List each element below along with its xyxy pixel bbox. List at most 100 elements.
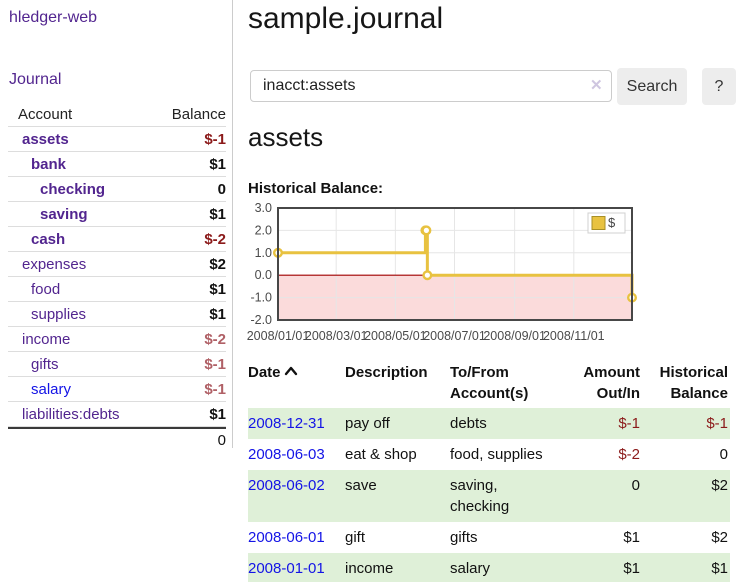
sidebar-item-journal[interactable]: Journal [9, 71, 62, 88]
date-link[interactable]: 2008-06-01 [248, 529, 325, 546]
y-tick-label: 2.0 [255, 223, 272, 237]
sidebar-account-bank[interactable]: bank [31, 156, 67, 173]
account-balance: $1 [209, 156, 226, 173]
x-tick-label: 2008/09/01 [483, 329, 546, 343]
account-row: cash $-2 [8, 227, 226, 252]
table-row[interactable]: 2008-12-31 pay off debts $-1 $-1 [248, 408, 730, 439]
clear-search-icon[interactable]: ✕ [590, 77, 603, 94]
account-row: income $-2 [8, 327, 226, 352]
account-row: liabilities:debts $1 [8, 402, 226, 427]
accounts-cell: saving, checking [450, 470, 562, 522]
amount-cell: $-2 [618, 446, 640, 463]
register-table: Date Description To/From Account(s) Amou… [248, 360, 730, 582]
accounts-header-account: Account [18, 106, 73, 123]
accounts-total-value: 0 [217, 432, 226, 449]
sidebar-account-income[interactable]: income [22, 331, 71, 348]
legend-swatch [591, 216, 606, 230]
accounts-header: Account Balance [8, 102, 226, 127]
x-tick-label: 2008/03/01 [305, 329, 368, 343]
header-amount: Amount Out/In [583, 364, 640, 402]
x-tick-label: 2008/11/01 [543, 329, 605, 343]
sidebar-account-food[interactable]: food [31, 281, 61, 298]
account-balance: $-1 [204, 356, 226, 373]
table-row[interactable]: 2008-01-01 income salary $1 $1 [248, 553, 730, 582]
account-balance: $1 [209, 406, 226, 423]
balance-cell: 0 [719, 446, 728, 463]
page-title: sample.journal [248, 2, 444, 35]
x-tick-label: 2008/01/01 [247, 329, 310, 343]
data-point [421, 225, 432, 236]
accounts-cell: food, supplies [450, 446, 543, 463]
sidebar-divider [232, 0, 233, 448]
table-row[interactable]: 2008-06-02 save saving, checking 0 $2 [248, 470, 730, 522]
amount-cell: 0 [562, 470, 642, 522]
date-link[interactable]: 2008-12-31 [248, 415, 325, 432]
description-cell: eat & shop [345, 446, 417, 463]
account-balance: $-2 [204, 231, 226, 248]
account-balance: $1 [209, 206, 226, 223]
sort-asc-icon [284, 366, 297, 376]
y-tick-label: 1.0 [255, 246, 272, 260]
date-link[interactable]: 2008-06-02 [248, 477, 325, 494]
historical-balance-chart[interactable]: $3.0 2.0 1.0 0.0 -1.0 -2.0 2008/01/012008/03/0… [240, 200, 640, 348]
x-tick-label: 2008/07/01 [423, 329, 486, 343]
account-row: checking 0 [8, 177, 226, 202]
account-row: expenses $2 [8, 252, 226, 277]
header-description: Description [345, 364, 428, 381]
account-row: food $1 [8, 277, 226, 302]
account-row: supplies $1 [8, 302, 226, 327]
header-balance: Historical Balance [659, 364, 728, 402]
accounts-cell: debts [450, 408, 562, 439]
account-row: gifts $-1 [8, 352, 226, 377]
sidebar-account-assets[interactable]: assets [22, 131, 69, 148]
account-balance: $-1 [204, 381, 226, 398]
date-link[interactable]: 2008-06-03 [248, 446, 325, 463]
sidebar-account-salary[interactable]: salary [31, 381, 72, 398]
description-cell: income [345, 553, 450, 582]
sidebar-account-liabilities-debts[interactable]: liabilities:debts [22, 406, 120, 423]
balance-cell: $1 [642, 553, 730, 582]
account-balance: $2 [209, 256, 226, 273]
table-row[interactable]: 2008-06-03 eat & shop food, supplies $-2 0 [248, 439, 730, 470]
brand-link[interactable]: hledger-web [9, 9, 98, 26]
register-header-row: Date Description To/From Account(s) Amou… [248, 360, 730, 408]
description-cell: gift [345, 529, 366, 546]
chart-title: Historical Balance: [248, 180, 384, 197]
search-input[interactable] [250, 70, 612, 102]
sidebar-account-checking[interactable]: checking [40, 181, 106, 198]
sidebar-account-expenses[interactable]: expenses [22, 256, 87, 273]
y-tick-label: 0.0 [255, 268, 272, 282]
description-cell: pay off [345, 408, 450, 439]
y-tick-label: 3.0 [255, 201, 272, 215]
account-row: bank $1 [8, 152, 226, 177]
account-row: saving $1 [8, 202, 226, 227]
date-link[interactable]: 2008-01-01 [248, 560, 325, 577]
search-button[interactable]: Search [617, 68, 687, 105]
accounts-total-row: 0 [8, 427, 226, 450]
x-tick-label: 2008/05/01 [364, 329, 427, 343]
balance-cell: $2 [642, 470, 730, 522]
accounts-cell: salary [450, 553, 562, 582]
account-balance: $-2 [204, 331, 226, 348]
header-date[interactable]: Date [248, 360, 345, 408]
sidebar-account-saving[interactable]: saving [40, 206, 88, 223]
account-balance: $1 [209, 281, 226, 298]
balance-cell: $-1 [642, 408, 730, 439]
y-tick-label: -2.0 [250, 313, 272, 327]
data-point [422, 270, 433, 281]
amount-cell: $1 [623, 529, 640, 546]
balance-cell: $2 [711, 529, 728, 546]
sidebar-account-cash[interactable]: cash [31, 231, 66, 248]
sidebar-account-supplies[interactable]: supplies [31, 306, 87, 323]
account-row: assets $-1 [8, 127, 226, 152]
description-cell: save [345, 470, 450, 522]
accounts-cell: gifts [450, 529, 478, 546]
table-row[interactable]: 2008-06-01 gift gifts $1 $2 [248, 522, 730, 553]
plot-border [277, 207, 633, 321]
account-row: salary $-1 [8, 377, 226, 402]
accounts-header-balance: Balance [171, 106, 226, 123]
header-accounts: To/From Account(s) [450, 364, 529, 402]
help-button[interactable]: ? [702, 68, 736, 105]
sidebar-account-gifts[interactable]: gifts [31, 356, 59, 373]
amount-cell: $1 [562, 553, 642, 582]
